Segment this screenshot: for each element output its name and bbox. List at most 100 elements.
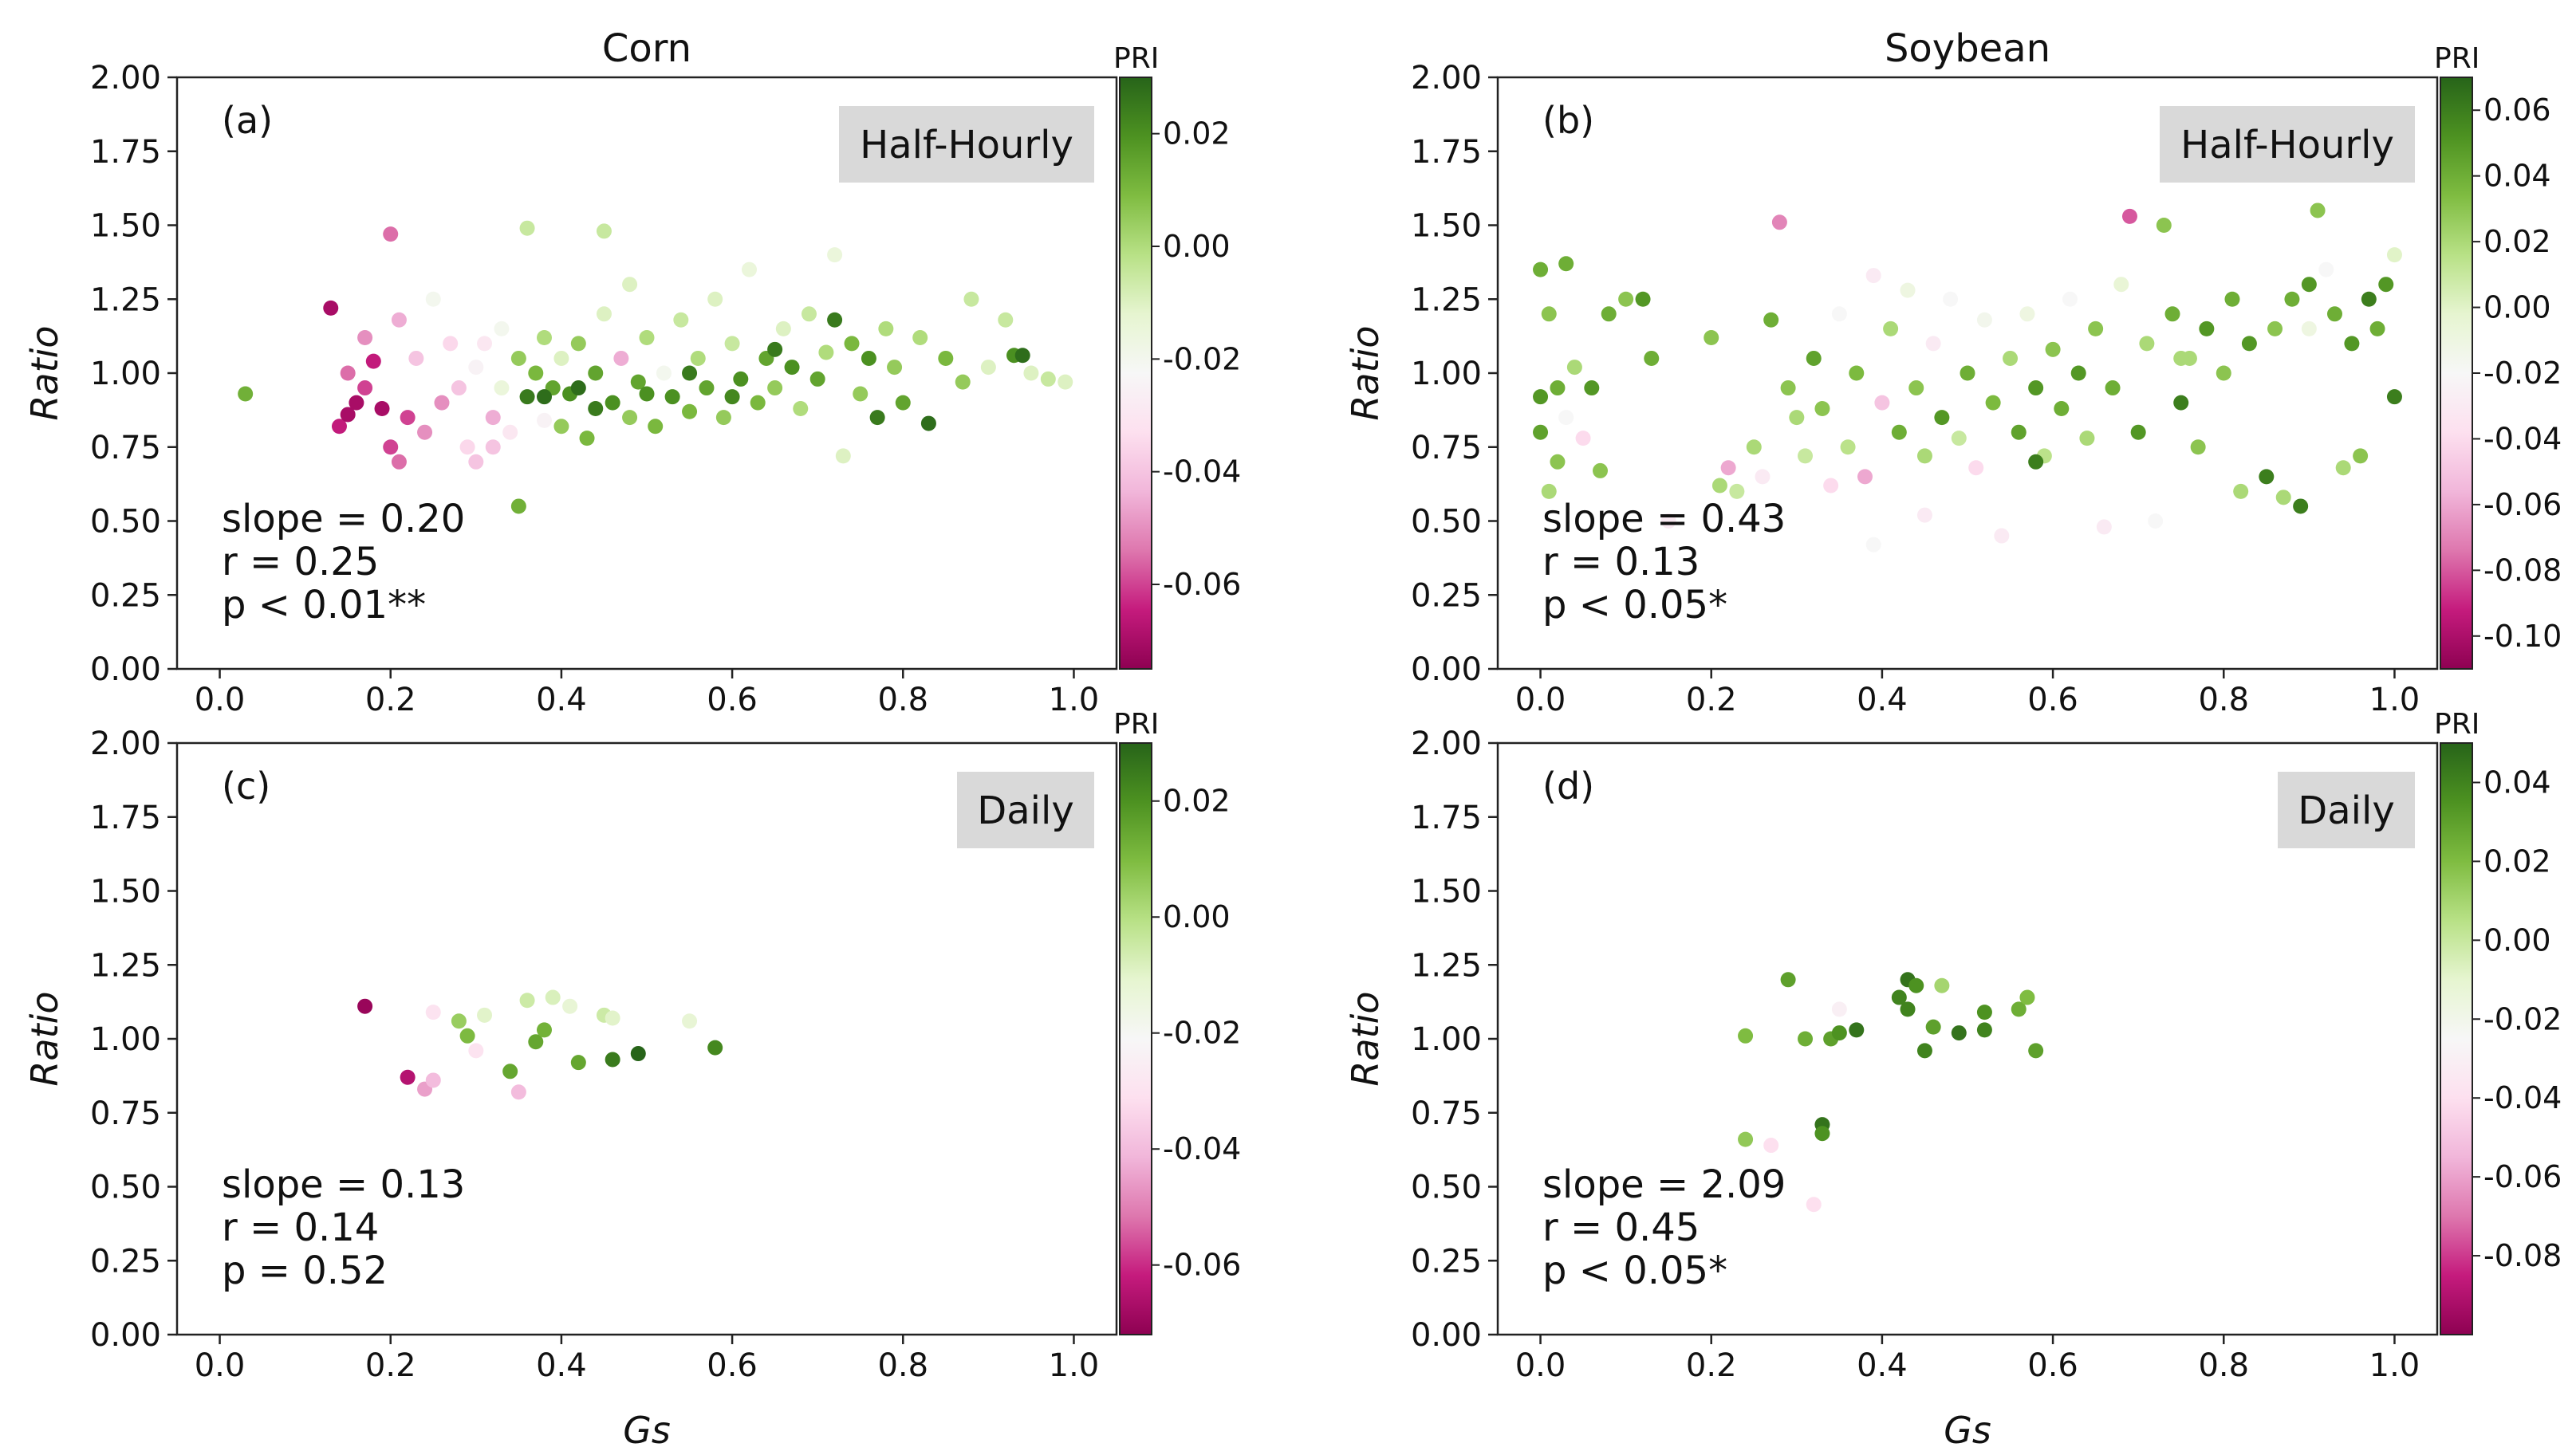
data-point xyxy=(1720,460,1736,476)
x-tick-label: 0.2 xyxy=(1686,682,1737,718)
y-tick-label: 1.75 xyxy=(90,134,161,171)
x-tick-label: 0.4 xyxy=(1857,1347,1908,1384)
data-point xyxy=(408,350,424,366)
data-point xyxy=(1550,380,1566,396)
data-point xyxy=(2045,341,2061,357)
data-point xyxy=(2028,454,2044,470)
data-point xyxy=(699,380,715,396)
data-point xyxy=(1814,1126,1830,1142)
y-tick-label: 0.75 xyxy=(90,1095,161,1132)
data-point xyxy=(400,1069,416,1085)
data-point xyxy=(673,312,689,328)
data-point xyxy=(1925,336,1941,352)
x-tick-label: 0.0 xyxy=(195,682,246,718)
data-point xyxy=(1874,395,1890,411)
data-point xyxy=(1058,374,1073,390)
data-point xyxy=(1575,431,1591,446)
data-point xyxy=(809,371,825,387)
data-point xyxy=(510,1084,526,1100)
data-point xyxy=(2113,277,2129,293)
data-point xyxy=(2011,424,2027,440)
data-point xyxy=(1831,1001,1847,1017)
data-point xyxy=(510,498,526,514)
data-point xyxy=(682,403,698,419)
data-point xyxy=(818,344,834,360)
colorbar-tick-label: -0.02 xyxy=(1163,1016,1241,1051)
data-point xyxy=(468,454,484,470)
data-point xyxy=(340,365,356,381)
colorbar-tick-label: 0.00 xyxy=(2483,922,2551,958)
data-point xyxy=(238,386,254,402)
data-point xyxy=(998,312,1014,328)
data-point xyxy=(1891,424,1907,440)
data-point xyxy=(2062,291,2078,307)
data-point xyxy=(1584,380,1600,396)
x-tick-label: 0.4 xyxy=(536,1347,587,1384)
data-point xyxy=(2284,291,2300,307)
colorbar-tick-label: -0.02 xyxy=(2483,1001,2562,1036)
data-point xyxy=(1934,410,1950,426)
data-point xyxy=(528,365,544,381)
data-point xyxy=(1550,454,1566,470)
data-point xyxy=(485,439,501,455)
stat-line: p < 0.01** xyxy=(222,583,426,627)
data-point xyxy=(391,454,407,470)
colorbar-label: PRI xyxy=(1113,708,1159,741)
badge-box xyxy=(839,106,1094,183)
panel-title: Soybean xyxy=(1885,26,2050,71)
data-point xyxy=(2028,1043,2044,1059)
badge-label: Daily xyxy=(977,788,1073,833)
data-point xyxy=(468,1043,484,1059)
data-point xyxy=(1798,1031,1814,1047)
data-point xyxy=(2386,389,2402,405)
data-point xyxy=(553,419,569,435)
data-point xyxy=(2199,320,2215,336)
data-point xyxy=(1746,439,1762,455)
data-point xyxy=(2361,291,2377,307)
colorbar-tick-label: 0.02 xyxy=(1163,784,1231,819)
data-point xyxy=(434,395,450,411)
data-point xyxy=(1798,448,1814,464)
data-point xyxy=(1951,431,1967,446)
data-point xyxy=(605,1052,620,1068)
x-tick-label: 0.4 xyxy=(536,682,587,718)
y-tick-label: 2.00 xyxy=(90,60,161,96)
stat-line: slope = 0.13 xyxy=(222,1162,465,1207)
data-point xyxy=(340,407,356,423)
data-point xyxy=(2267,320,2283,336)
data-point xyxy=(2326,306,2342,322)
panel-label: (b) xyxy=(1542,99,1594,142)
data-point xyxy=(2293,498,2309,514)
y-tick-label: 0.00 xyxy=(1411,1317,1482,1354)
badge-label: Daily xyxy=(2298,788,2394,833)
data-point xyxy=(545,989,561,1005)
colorbar-tick-label: 0.02 xyxy=(1163,116,1231,151)
data-point xyxy=(536,412,552,428)
colorbar-tick-label: -0.06 xyxy=(2483,1159,2562,1194)
data-point xyxy=(425,1072,441,1088)
panel-label: (a) xyxy=(222,99,273,142)
colorbar-tick-label: -0.02 xyxy=(2483,356,2562,391)
data-point xyxy=(323,300,339,316)
data-point xyxy=(1908,977,1924,993)
data-point xyxy=(1635,291,1651,307)
colorbar-tick-label: -0.04 xyxy=(2483,421,2562,456)
data-point xyxy=(528,1034,544,1050)
x-tick-label: 0.8 xyxy=(2198,1347,2249,1384)
data-point xyxy=(553,350,569,366)
data-point xyxy=(690,350,706,366)
stat-line: p < 0.05* xyxy=(1542,1249,1727,1293)
data-point xyxy=(1925,1019,1941,1035)
x-tick-label: 0.0 xyxy=(195,1347,246,1384)
y-tick-label: 1.75 xyxy=(1411,800,1482,836)
x-tick-label: 0.0 xyxy=(1515,1347,1566,1384)
data-point xyxy=(622,410,638,426)
data-point xyxy=(2139,336,2155,352)
data-point xyxy=(1900,282,1916,298)
data-point xyxy=(1704,329,1719,345)
data-point xyxy=(2378,277,2394,293)
y-tick-label: 1.50 xyxy=(1411,208,1482,245)
data-point xyxy=(485,410,501,426)
colorbar xyxy=(1119,77,1152,670)
data-point xyxy=(536,389,552,405)
